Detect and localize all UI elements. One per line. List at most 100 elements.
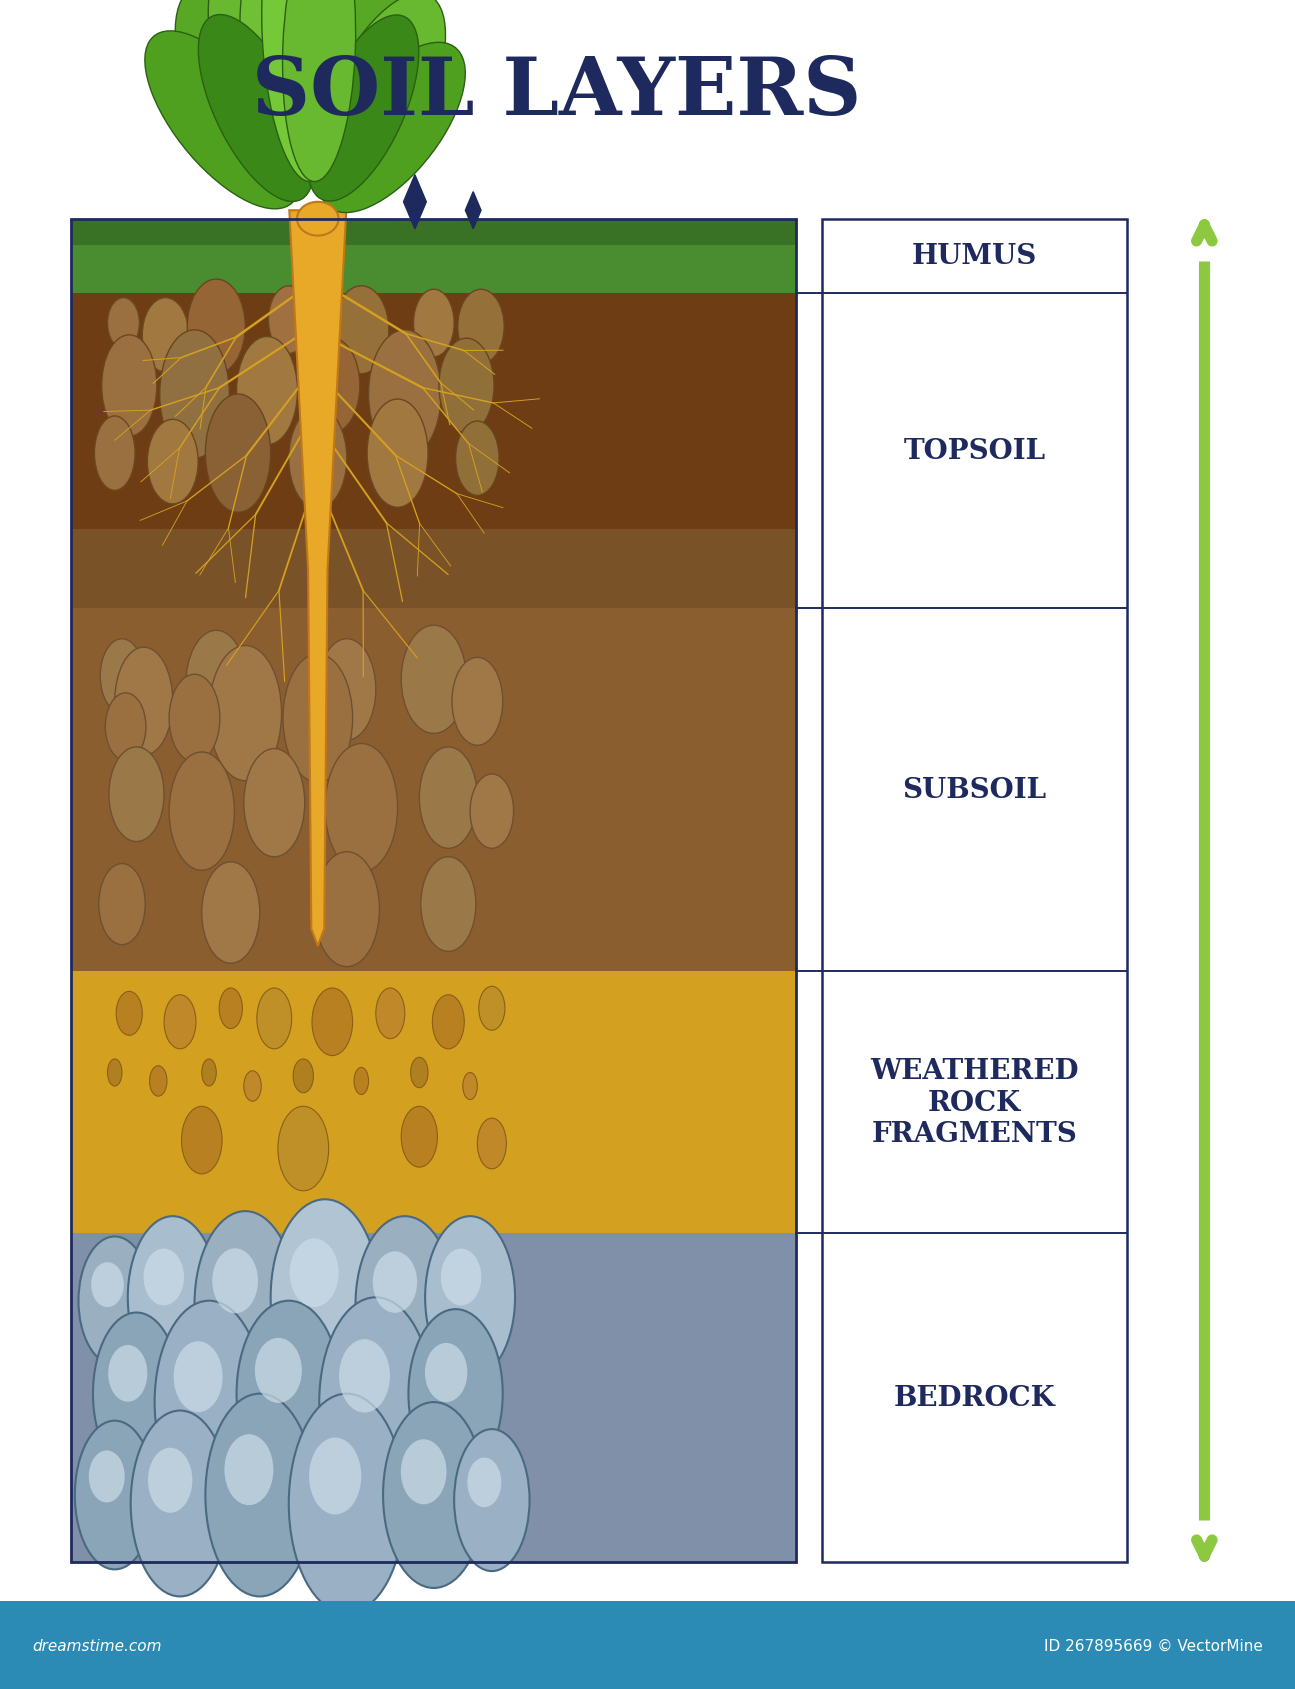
Ellipse shape xyxy=(93,1312,180,1474)
Ellipse shape xyxy=(148,421,198,505)
Ellipse shape xyxy=(75,1420,154,1569)
Ellipse shape xyxy=(170,676,220,763)
Ellipse shape xyxy=(467,1458,501,1507)
Ellipse shape xyxy=(208,0,320,191)
Ellipse shape xyxy=(219,988,242,1029)
Ellipse shape xyxy=(401,627,466,735)
Ellipse shape xyxy=(302,0,416,196)
Ellipse shape xyxy=(366,400,429,508)
Ellipse shape xyxy=(411,1057,429,1088)
Ellipse shape xyxy=(170,753,234,872)
Ellipse shape xyxy=(237,1301,341,1486)
Ellipse shape xyxy=(421,858,475,953)
Polygon shape xyxy=(289,211,346,946)
Ellipse shape xyxy=(102,336,157,437)
Ellipse shape xyxy=(174,1341,223,1412)
Ellipse shape xyxy=(325,745,398,873)
Bar xyxy=(0,1601,1295,1689)
Ellipse shape xyxy=(144,1248,184,1306)
Ellipse shape xyxy=(356,1216,455,1392)
Ellipse shape xyxy=(470,775,514,850)
Ellipse shape xyxy=(304,339,360,434)
Ellipse shape xyxy=(271,1199,379,1395)
Bar xyxy=(71,220,796,294)
Ellipse shape xyxy=(107,1059,122,1086)
Ellipse shape xyxy=(320,44,465,213)
Ellipse shape xyxy=(89,1451,124,1503)
Ellipse shape xyxy=(315,853,379,968)
Ellipse shape xyxy=(313,0,445,204)
Ellipse shape xyxy=(109,1344,148,1402)
Ellipse shape xyxy=(107,299,140,350)
Ellipse shape xyxy=(100,640,144,714)
Ellipse shape xyxy=(455,1429,530,1571)
Ellipse shape xyxy=(79,1236,152,1365)
Ellipse shape xyxy=(188,280,245,375)
Ellipse shape xyxy=(243,1071,262,1101)
Ellipse shape xyxy=(312,988,352,1056)
Ellipse shape xyxy=(282,0,356,182)
Bar xyxy=(71,220,796,294)
Ellipse shape xyxy=(154,1301,263,1503)
Ellipse shape xyxy=(373,1252,417,1312)
Ellipse shape xyxy=(439,339,493,434)
Ellipse shape xyxy=(256,988,291,1049)
Ellipse shape xyxy=(181,1106,221,1174)
Ellipse shape xyxy=(95,417,135,491)
Ellipse shape xyxy=(369,331,442,459)
Ellipse shape xyxy=(268,287,310,355)
Ellipse shape xyxy=(425,1343,467,1402)
Ellipse shape xyxy=(105,694,146,762)
Ellipse shape xyxy=(255,1338,302,1404)
Ellipse shape xyxy=(401,1106,438,1167)
Ellipse shape xyxy=(202,1059,216,1086)
Ellipse shape xyxy=(202,863,260,964)
Polygon shape xyxy=(404,176,426,230)
Ellipse shape xyxy=(289,1393,405,1613)
Ellipse shape xyxy=(297,203,338,236)
Ellipse shape xyxy=(145,32,300,209)
Ellipse shape xyxy=(240,0,338,186)
Ellipse shape xyxy=(413,291,455,358)
Ellipse shape xyxy=(115,649,172,757)
Bar xyxy=(71,610,796,971)
Ellipse shape xyxy=(408,1309,502,1478)
Ellipse shape xyxy=(290,1238,339,1307)
Ellipse shape xyxy=(159,331,229,459)
Ellipse shape xyxy=(206,395,271,513)
Ellipse shape xyxy=(243,750,304,858)
Polygon shape xyxy=(465,193,480,230)
Text: SOIL LAYERS: SOIL LAYERS xyxy=(253,54,861,132)
Ellipse shape xyxy=(339,1339,390,1412)
Bar xyxy=(71,1233,796,1562)
Ellipse shape xyxy=(212,1248,258,1314)
Ellipse shape xyxy=(317,640,376,741)
Ellipse shape xyxy=(293,1059,313,1093)
Ellipse shape xyxy=(117,991,142,1035)
Ellipse shape xyxy=(206,1393,315,1596)
Text: TOPSOIL: TOPSOIL xyxy=(904,437,1045,464)
Ellipse shape xyxy=(289,409,347,510)
Text: BEDROCK: BEDROCK xyxy=(894,1385,1055,1412)
Ellipse shape xyxy=(278,1106,329,1191)
Ellipse shape xyxy=(383,1402,484,1588)
Text: HUMUS: HUMUS xyxy=(912,243,1037,270)
Ellipse shape xyxy=(198,15,315,203)
Ellipse shape xyxy=(334,287,388,375)
Ellipse shape xyxy=(376,988,405,1039)
Ellipse shape xyxy=(320,1297,433,1507)
Text: dreamstime.com: dreamstime.com xyxy=(32,1638,162,1652)
Bar xyxy=(822,220,1127,1562)
Ellipse shape xyxy=(185,632,247,740)
Ellipse shape xyxy=(237,338,298,446)
Text: ID 267895669 © VectorMine: ID 267895669 © VectorMine xyxy=(1044,1638,1263,1652)
Ellipse shape xyxy=(452,659,502,747)
Bar xyxy=(71,294,796,610)
Ellipse shape xyxy=(479,986,505,1030)
Ellipse shape xyxy=(148,1447,193,1513)
Ellipse shape xyxy=(109,748,164,843)
Bar xyxy=(71,971,796,1233)
Ellipse shape xyxy=(478,1118,506,1169)
Ellipse shape xyxy=(208,647,281,782)
Ellipse shape xyxy=(128,1216,218,1378)
